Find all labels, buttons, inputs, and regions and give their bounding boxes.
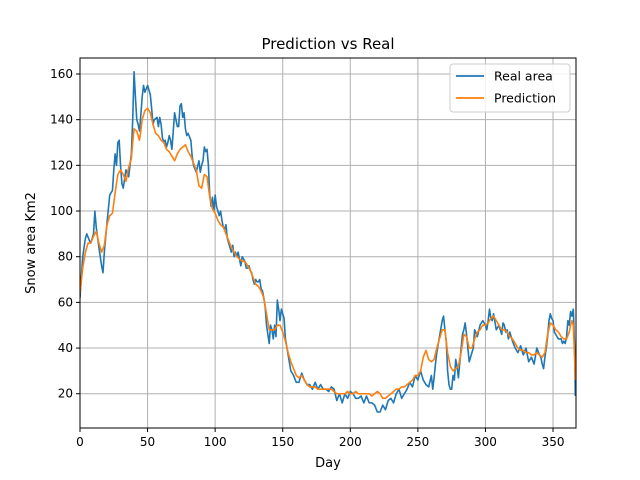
legend-label-real-area: Real area (494, 69, 553, 84)
y-axis-label: Snow area Km2 (24, 192, 39, 294)
x-tick-label: 150 (271, 435, 294, 449)
y-tick-label: 100 (50, 204, 73, 218)
plot-area (80, 70, 576, 413)
x-tick-label: 250 (406, 435, 429, 449)
legend: Real area Prediction (449, 63, 571, 113)
x-tick-label: 200 (339, 435, 362, 449)
x-tick-label: 50 (140, 435, 155, 449)
x-tick-label: 350 (542, 435, 565, 449)
x-axis-label: Day (315, 456, 341, 471)
y-tick-label: 140 (50, 113, 73, 127)
axes-frame (79, 57, 577, 429)
grid-lines (79, 58, 576, 428)
y-tick-label: 160 (50, 67, 73, 81)
x-tick-label: 300 (474, 435, 497, 449)
chart-title: Prediction vs Real (261, 35, 394, 53)
series-line-prediction (80, 107, 576, 400)
y-axis: 20 40 60 80 100 120 140 160 (50, 67, 80, 401)
x-axis: 0 50 100 150 200 250 300 350 (76, 428, 564, 449)
y-tick-label: 80 (58, 250, 73, 264)
y-tick-label: 20 (58, 387, 73, 401)
y-tick-label: 120 (50, 158, 73, 172)
legend-label-prediction: Prediction (494, 91, 556, 106)
series-line-real-area (80, 70, 576, 413)
y-tick-label: 60 (58, 295, 73, 309)
x-tick-label: 0 (76, 435, 84, 449)
y-tick-label: 40 (58, 341, 73, 355)
series-layer (80, 70, 576, 413)
x-tick-label: 100 (204, 435, 227, 449)
